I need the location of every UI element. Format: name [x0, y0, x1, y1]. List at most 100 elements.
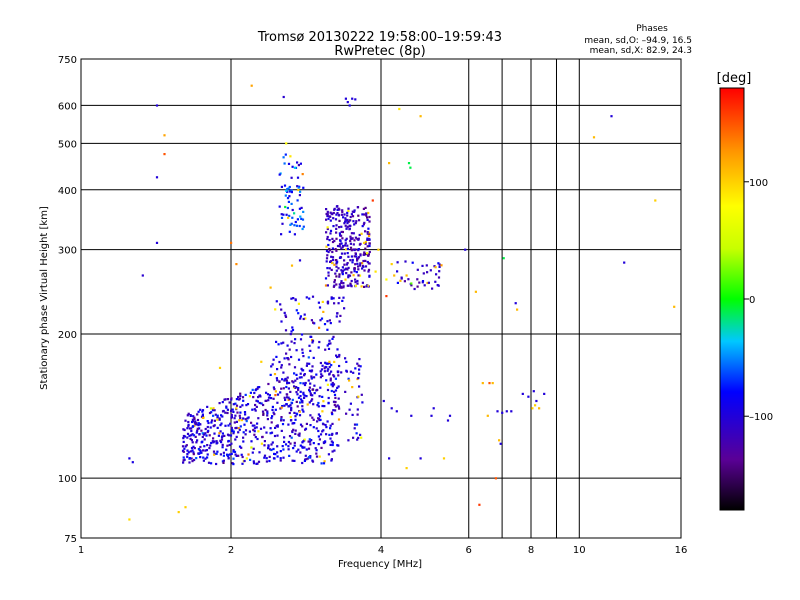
data-point [344, 239, 347, 242]
data-point [234, 453, 237, 456]
data-point [295, 450, 298, 453]
data-point [317, 401, 320, 405]
data-point [279, 459, 282, 462]
data-point [265, 399, 268, 402]
data-point [365, 212, 368, 215]
data-point [214, 413, 217, 416]
data-point [351, 258, 354, 262]
data-point [421, 264, 424, 267]
data-point [253, 424, 256, 427]
data-point [543, 392, 546, 395]
data-point [353, 427, 356, 430]
data-point [228, 443, 231, 447]
data-point [325, 218, 328, 221]
data-point [185, 444, 188, 447]
data-point [301, 218, 305, 221]
data-point [299, 338, 303, 341]
data-point [331, 256, 335, 259]
data-point [221, 443, 224, 446]
data-point [245, 404, 248, 407]
data-point [198, 452, 201, 455]
data-point [291, 459, 294, 462]
data-point [499, 442, 502, 445]
data-point [290, 355, 293, 359]
data-point [329, 437, 332, 440]
data-point [262, 403, 265, 407]
data-point [338, 232, 341, 235]
data-point [182, 459, 185, 462]
data-point [289, 404, 292, 407]
data-point [316, 420, 319, 423]
data-point [310, 399, 313, 402]
data-point [350, 213, 353, 216]
data-point [498, 439, 501, 442]
data-point [331, 337, 334, 340]
data-point [238, 428, 241, 431]
data-point [230, 409, 233, 412]
data-point [360, 436, 363, 439]
data-point [332, 285, 335, 288]
data-point [385, 278, 388, 281]
data-point [285, 385, 288, 389]
data-point [296, 405, 299, 408]
data-point [310, 370, 313, 373]
data-point [344, 267, 348, 270]
data-point [250, 421, 253, 424]
data-point [356, 362, 359, 365]
data-point [189, 437, 192, 440]
data-point [411, 261, 414, 264]
y-axis-label: Stationary phase Virtual Height [km] [39, 206, 50, 390]
data-point [233, 421, 236, 424]
x-tick-label: 16 [675, 545, 688, 556]
data-point [355, 271, 358, 274]
data-point [230, 397, 233, 400]
data-point [235, 435, 238, 438]
data-point [354, 278, 357, 281]
data-point [302, 369, 305, 372]
data-point [341, 230, 344, 234]
data-point [345, 219, 348, 222]
data-point [220, 422, 223, 425]
data-point [293, 366, 297, 369]
data-point [308, 297, 311, 300]
data-point [344, 224, 347, 227]
data-point [358, 385, 361, 388]
data-point [280, 366, 283, 369]
data-point [256, 386, 260, 389]
data-point [199, 450, 202, 453]
data-point [191, 460, 194, 463]
data-point [330, 297, 333, 300]
data-point [287, 448, 290, 451]
data-point [269, 427, 272, 430]
data-point [308, 362, 311, 365]
data-point [358, 368, 361, 371]
data-point [321, 300, 324, 303]
data-point [305, 296, 308, 299]
data-point [340, 281, 343, 285]
data-point [290, 189, 293, 192]
data-point [282, 448, 285, 451]
data-point [333, 302, 336, 305]
y-axis-ticks: 75 100 200 300 400 500 600 750 [58, 55, 77, 545]
colorbar-tick-label: 100 [749, 178, 768, 189]
data-point [280, 364, 283, 367]
data-point [300, 376, 303, 379]
data-point [352, 436, 355, 439]
data-point [333, 375, 336, 378]
data-point [341, 299, 344, 302]
data-point [251, 408, 254, 411]
data-point [328, 267, 331, 270]
data-point [325, 245, 328, 248]
data-point [327, 368, 330, 371]
data-point [346, 262, 349, 265]
data-point [322, 423, 325, 426]
data-point [342, 296, 345, 299]
data-point [288, 185, 291, 189]
data-point [284, 153, 287, 156]
data-point [341, 245, 345, 248]
data-point [187, 412, 190, 415]
data-point [390, 407, 393, 410]
data-point [308, 386, 311, 389]
data-point [531, 407, 534, 410]
